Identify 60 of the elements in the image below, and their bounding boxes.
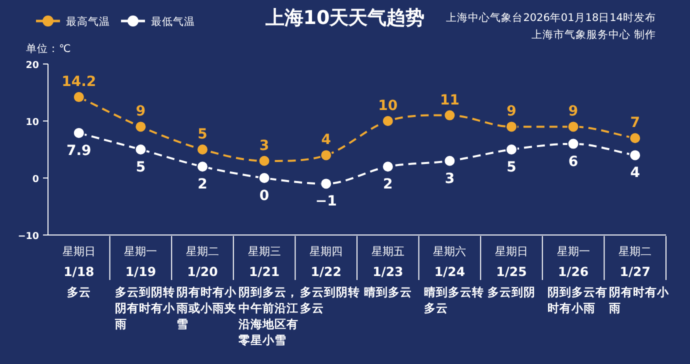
x-tick-label: 星期六 1/24 晴到多云转多云 [424, 245, 484, 315]
point [72, 91, 85, 104]
x-tick-label: 星期二 1/20 阴有时有小雨或小雨夹雪 [176, 245, 238, 331]
point [196, 160, 208, 173]
x-tick-label: 星期一 1/26 阴到多云有时有小雨 [547, 245, 608, 315]
x-tick-label: 星期日 1/18 多云 [62, 245, 96, 299]
x-tick-label: 星期二 1/27 阴有时有小雨 [608, 245, 670, 315]
point [196, 144, 208, 156]
x-tick-label: 星期一 1/19 多云到阴转阴有时有小雨 [114, 245, 176, 331]
data-label: 5 [136, 160, 146, 176]
point [382, 160, 394, 173]
point [134, 144, 147, 156]
data-label: 5 [506, 160, 516, 176]
point [72, 126, 85, 139]
text: 上海中心气象台2026年01月18日14时发布 [446, 11, 656, 24]
data-label: 10 [378, 98, 398, 114]
x-tick-label: 星期五 1/23 晴到多云 [364, 245, 412, 299]
data-label: 14.2 [62, 74, 96, 90]
point [629, 149, 642, 162]
data-label: 2 [198, 176, 208, 193]
point [320, 149, 332, 162]
data-label: −1 [315, 194, 337, 210]
data-label: 9 [136, 104, 146, 120]
y-tick-label: 10 [26, 117, 40, 128]
point [320, 178, 332, 190]
point [567, 138, 580, 150]
x-tick-label: 星期日 1/25 多云到阴 [488, 245, 536, 299]
data-label: 7.9 [66, 142, 92, 159]
point [382, 115, 394, 127]
data-label: 7 [630, 115, 640, 132]
data-label: 4 [630, 165, 640, 182]
data-label: 5 [198, 126, 208, 142]
chart-title: 上海10天天气趋势 [264, 7, 425, 29]
y-tick-label: −10 [18, 231, 40, 242]
point [258, 154, 270, 167]
point [134, 120, 147, 133]
y-tick-label: 0 [32, 174, 40, 185]
point [444, 154, 456, 167]
data-label: 0 [259, 188, 270, 204]
data-label: 6 [568, 154, 578, 170]
x-tick-label: 星期四 1/22 多云到阴转多云 [300, 245, 360, 315]
data-label: 2 [383, 176, 393, 193]
legend-label: 最高气温 [66, 15, 110, 28]
data-label: 3 [444, 170, 455, 187]
data-label: 9 [506, 104, 516, 120]
y-tick-label: 20 [26, 60, 40, 71]
x-tick-label: 星期三 1/21 阴到多云，中午前沿江沿海地区有零星小雪 [237, 245, 298, 347]
point [444, 109, 456, 122]
data-label: 3 [259, 138, 270, 154]
y-axis-title: 单位：℃ [26, 42, 71, 55]
data-label: 11 [440, 92, 460, 108]
text: 上海市气象服务中心 制作 [532, 28, 656, 41]
point [506, 120, 518, 133]
data-label: 4 [321, 132, 332, 148]
point [258, 172, 270, 184]
legend-label: 最低气温 [151, 16, 195, 28]
point [629, 132, 642, 144]
point [506, 144, 518, 156]
point [567, 120, 580, 133]
data-label: 9 [568, 104, 578, 120]
